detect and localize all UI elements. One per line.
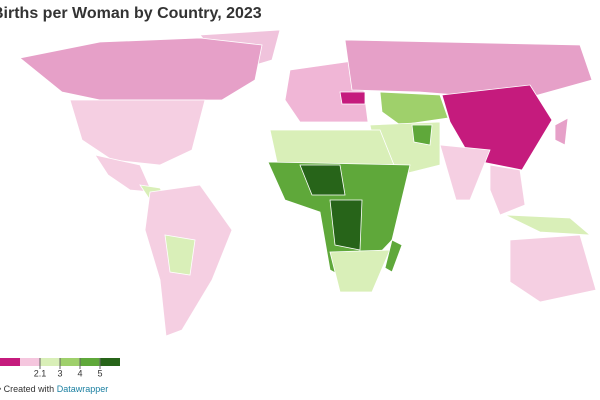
legend-swatch <box>80 358 100 366</box>
southern-africa <box>329 249 391 293</box>
ukraine <box>339 91 366 105</box>
legend-swatch <box>20 358 40 366</box>
bolivia-paraguay <box>164 234 196 276</box>
afghanistan <box>411 124 433 146</box>
legend-swatch <box>60 358 80 366</box>
map <box>19 29 597 337</box>
canada <box>19 37 263 101</box>
australia <box>509 234 597 303</box>
footer-link[interactable]: Datawrapper <box>57 384 109 394</box>
title: Births per Woman by Country, 2023 <box>0 5 262 22</box>
legend: 2.1 3 4 5 <box>0 358 120 378</box>
indonesia <box>504 214 592 236</box>
sahel <box>299 164 346 196</box>
madagascar <box>384 239 403 273</box>
legend-tick-label: 4 <box>77 368 82 378</box>
india <box>439 144 491 201</box>
legend-swatch <box>100 358 120 366</box>
congo <box>329 199 363 251</box>
legend-swatch <box>0 358 20 366</box>
southeast-asia <box>489 164 526 216</box>
mexico <box>94 154 153 193</box>
legend-tick-label: 3 <box>57 368 62 378</box>
legend-tick-label: 2.1 <box>34 368 47 378</box>
footer-prefix: • Created with <box>0 384 54 394</box>
legend-swatch <box>40 358 60 366</box>
usa <box>69 99 206 166</box>
central-asia <box>379 91 449 126</box>
legend-tick-label: 5 <box>97 368 102 378</box>
footer-note: • Created with Datawrapper <box>0 384 108 394</box>
japan <box>554 117 569 146</box>
russia <box>344 39 593 101</box>
